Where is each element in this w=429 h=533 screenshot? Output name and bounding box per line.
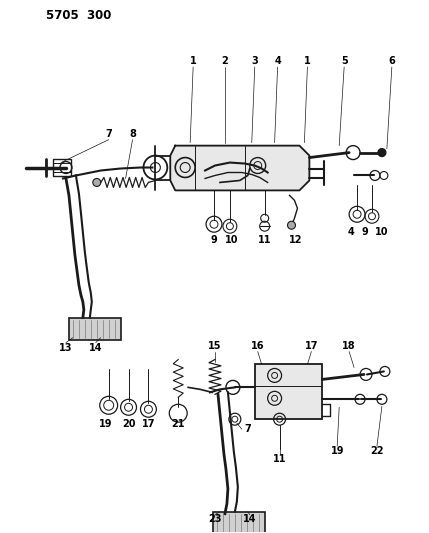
Text: 7: 7 [245,424,251,434]
Text: 18: 18 [342,341,356,351]
Text: 3: 3 [251,56,258,66]
Text: 21: 21 [172,419,185,429]
Bar [255,365,322,419]
Text: 14: 14 [243,514,257,524]
Text: 11: 11 [258,235,272,245]
Text: 5705  300: 5705 300 [46,9,112,22]
Bar [213,512,265,533]
Text: 2: 2 [221,56,228,66]
Text: 10: 10 [375,227,389,237]
Text: 15: 15 [208,341,222,351]
Text: 16: 16 [251,341,264,351]
Text: 20: 20 [122,419,135,429]
Polygon shape [170,146,309,190]
Text: 7: 7 [105,128,112,139]
Text: 10: 10 [225,235,239,245]
Text: 17: 17 [142,419,155,429]
Text: 9: 9 [362,227,369,237]
Text: 8: 8 [129,128,136,139]
Text: 19: 19 [330,446,344,456]
Text: 23: 23 [208,514,222,524]
Text: 4: 4 [348,227,354,237]
Circle shape [378,149,386,157]
Text: 22: 22 [370,446,384,456]
Text: 9: 9 [211,235,218,245]
Text: 1: 1 [190,56,196,66]
Bar [53,158,71,176]
Text: 17: 17 [305,341,318,351]
Text: 19: 19 [99,419,112,429]
Text: 12: 12 [289,235,302,245]
Text: 5: 5 [341,56,347,66]
Text: 6: 6 [389,56,395,66]
Text: 11: 11 [273,454,286,464]
Bar [69,318,121,340]
Circle shape [287,221,296,229]
Text: 1: 1 [304,56,311,66]
Text: 14: 14 [89,343,103,352]
Circle shape [93,179,101,187]
Text: 4: 4 [274,56,281,66]
Text: 13: 13 [59,343,73,352]
